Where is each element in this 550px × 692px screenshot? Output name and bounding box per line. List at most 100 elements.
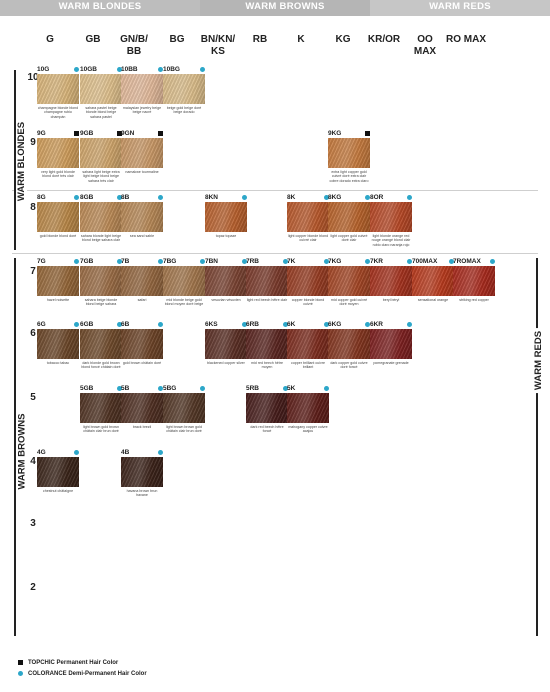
- swatch-card: 6KS blackened copper silver: [205, 321, 247, 365]
- swatch-code: 7B: [121, 258, 163, 266]
- swatch-code: 7BG: [163, 258, 205, 266]
- level-4: 4: [30, 456, 36, 467]
- warm-browns-bracket: [14, 258, 16, 636]
- swatch-card: 4G chestnut châtaigne: [37, 449, 79, 493]
- swatch-label: light copper gold cuivré doré clair: [330, 234, 368, 243]
- swatch-card: 10GB sahara pastel beige blonde blond bei…: [80, 66, 122, 119]
- swatch-code: 10GB: [80, 66, 122, 74]
- row-divider: [12, 253, 538, 254]
- hair-swatch: [80, 266, 122, 296]
- hair-swatch: [80, 138, 122, 168]
- swatch-code: 5RB: [246, 385, 288, 393]
- swatch-code: 6KG: [328, 321, 370, 329]
- colorance-dot-icon: [74, 67, 79, 72]
- swatch-code: 8B: [121, 194, 163, 202]
- colorance-dot-icon: [74, 259, 79, 264]
- banner-warm-browns: WARM BROWNS: [200, 0, 370, 16]
- swatch-label: dark red beech hêtre foncé: [250, 425, 284, 434]
- swatch-code: 7KG: [328, 258, 370, 266]
- hair-swatch: [80, 202, 122, 232]
- colorance-dot-icon: [158, 67, 163, 72]
- swatch-code: 8KG: [328, 194, 370, 202]
- hair-swatch: [205, 266, 247, 296]
- hair-swatch: [80, 329, 122, 359]
- hair-swatch: [121, 202, 163, 232]
- swatch-label: light red beech hêtre clair: [246, 298, 288, 302]
- swatch-label: extra light copper gold cuivré doré extr…: [329, 170, 369, 183]
- colorance-dot-icon: [449, 259, 454, 264]
- colorance-dot-icon: [200, 67, 205, 72]
- colorance-dot-icon: [158, 259, 163, 264]
- column-header-rb: RB: [252, 34, 268, 45]
- swatch-label: sahara blonde light beige blond beige sa…: [80, 234, 122, 243]
- swatch-label: mid copper gold cuivré doré moyen: [330, 298, 368, 307]
- swatch-code: 10BB: [121, 66, 163, 74]
- swatch-card: 8B sea sand sable: [121, 194, 163, 238]
- swatch-label: beryl béryl: [382, 298, 400, 302]
- hair-swatch: [163, 393, 205, 423]
- colorance-dot-icon: [365, 195, 370, 200]
- swatch-card: 7BG mid blonde beige gold blond moyen dor…: [163, 258, 205, 307]
- legend-colorance-text: COLORANCE Demi-Permanent Hair Color: [28, 671, 147, 677]
- swatch-card: 9KG extra light copper gold cuivré doré e…: [328, 130, 370, 183]
- hair-swatch: [37, 329, 79, 359]
- swatch-code: 9GN: [121, 130, 163, 138]
- swatch-code: 6KS: [205, 321, 247, 329]
- swatch-card: 7BN vesuvian vésuvien: [205, 258, 247, 302]
- column-header-bn-kn-ks: BN/KN/ KS: [200, 34, 236, 57]
- swatch-code: 5K: [287, 385, 329, 393]
- swatch-card: 6G tobacco tabac: [37, 321, 79, 365]
- colorance-dot-icon: [158, 322, 163, 327]
- hair-swatch: [328, 266, 370, 296]
- colorance-dot-icon: [324, 322, 329, 327]
- colorance-dot-icon: [117, 67, 122, 72]
- swatch-label: striking red copper: [459, 298, 489, 302]
- banner-warm-blondes: WARM BLONDES: [0, 0, 200, 16]
- swatch-label: light brown brown gold châtain clair bru…: [166, 425, 202, 434]
- hair-swatch: [80, 393, 122, 423]
- level-3: 3: [30, 518, 36, 529]
- swatch-card: 7K copper blonde blond cuivré: [287, 258, 329, 307]
- swatch-code: 8KN: [205, 194, 247, 202]
- swatch-code: 8G: [37, 194, 79, 202]
- colorance-dot-icon: [158, 450, 163, 455]
- legend-topchic: TOPCHIC Permanent Hair Color: [18, 659, 118, 667]
- colorance-dot-icon: [490, 259, 495, 264]
- swatch-card: 10BG beige gold beige doré beige dorado: [163, 66, 205, 115]
- swatch-label: sensational orange: [417, 298, 449, 302]
- colorance-dot-icon: [365, 259, 370, 264]
- hair-swatch: [121, 74, 163, 104]
- swatch-label: chestnut châtaigne: [42, 489, 74, 493]
- swatch-label: vesuvian vésuvien: [211, 298, 241, 302]
- swatch-card: 6RB mid red beech hêtre moyen: [246, 321, 288, 370]
- side-label-warm-reds: WARM REDS: [533, 327, 545, 394]
- swatch-card: 9GN namakwe tourmaline: [121, 130, 163, 174]
- hair-swatch: [246, 329, 288, 359]
- colorance-dot-icon: [158, 386, 163, 391]
- swatch-card: 8K light copper blonde blond cuivré clair: [287, 194, 329, 243]
- colorance-dot-icon: [242, 195, 247, 200]
- level-6: 6: [30, 328, 36, 339]
- swatch-label: namakwe tourmaline: [125, 170, 159, 174]
- warm-reds-bracket: [536, 258, 538, 636]
- swatch-label: very light gold blonde blond doré très c…: [41, 170, 75, 179]
- swatch-label: champagne blonde blond champagne rubio c…: [37, 106, 79, 119]
- swatch-code: 7RB: [246, 258, 288, 266]
- colorance-dot-icon: [407, 322, 412, 327]
- swatch-code: 9G: [37, 130, 79, 138]
- swatch-card: 6K copper brilliant cuivre brillant: [287, 321, 329, 370]
- colorance-dot-icon: [242, 259, 247, 264]
- swatch-card: 8KG light copper gold cuivré doré clair: [328, 194, 370, 243]
- swatch-code: 10G: [37, 66, 79, 74]
- swatch-label: mid red beech hêtre moyen: [251, 361, 283, 370]
- square-marker-icon: [18, 660, 23, 665]
- swatch-card: 6KG dark copper gold cuivre doré foncé: [328, 321, 370, 370]
- swatch-code: 5GB: [80, 385, 122, 393]
- colorance-dot-icon: [407, 195, 412, 200]
- swatch-card: 700MAX sensational orange: [412, 258, 454, 302]
- swatch-card: 6GB dark blonde gold brown blond foncé ch…: [80, 321, 122, 370]
- swatch-label: copper brilliant cuivre brillant: [291, 361, 325, 370]
- swatch-code: 8GB: [80, 194, 122, 202]
- topchic-square-icon: [117, 131, 122, 136]
- column-header-ro-max: RO MAX: [446, 34, 486, 45]
